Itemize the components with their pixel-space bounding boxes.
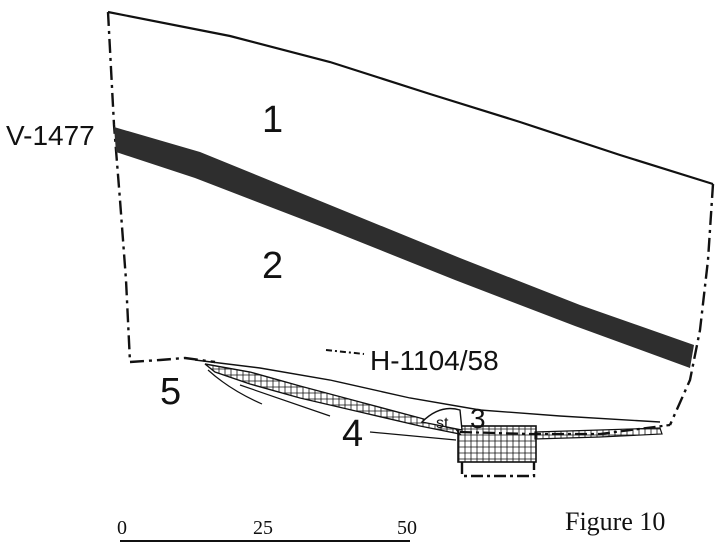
section-h-label: H-1104/58 <box>370 345 499 376</box>
layer-3-boundary <box>194 359 661 423</box>
scale-tick-25: 25 <box>253 517 273 539</box>
dark-band <box>114 127 694 368</box>
section-v-label: V-1477 <box>6 120 95 151</box>
scale-tick-0: 0 <box>117 517 127 539</box>
layer-label-2: 2 <box>262 245 283 287</box>
pit-bracket <box>460 462 536 478</box>
left-section-edge <box>106 11 132 363</box>
layer-label-1: 1 <box>262 99 283 141</box>
right-section-edge <box>668 183 715 426</box>
leader-4-upper <box>239 384 331 417</box>
stone-outline <box>420 407 463 431</box>
layer-label-4: 4 <box>342 413 363 455</box>
stone-label: st <box>436 415 449 432</box>
top-surface-line <box>107 10 714 186</box>
pit-fill <box>457 425 537 463</box>
layer-label-5: 5 <box>160 371 181 413</box>
leader-4-lower <box>369 431 457 441</box>
layer-5-line <box>207 369 263 405</box>
figure-caption: Figure 10 <box>565 507 665 536</box>
layer-label-3: 3 <box>470 403 486 434</box>
section-h-leader <box>325 349 365 355</box>
scale-tick-50: 50 <box>397 517 417 539</box>
